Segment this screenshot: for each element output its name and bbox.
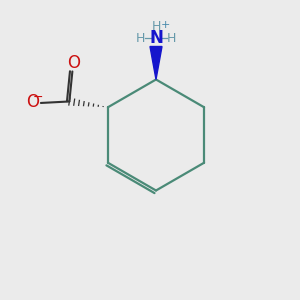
Text: O: O bbox=[26, 93, 39, 111]
Polygon shape bbox=[150, 46, 162, 80]
Text: H: H bbox=[151, 20, 161, 34]
Text: O: O bbox=[68, 54, 80, 72]
Text: H: H bbox=[136, 32, 145, 45]
Text: −: − bbox=[33, 91, 43, 104]
Text: +: + bbox=[160, 20, 170, 30]
Text: H: H bbox=[167, 32, 176, 45]
Text: N: N bbox=[149, 29, 163, 47]
